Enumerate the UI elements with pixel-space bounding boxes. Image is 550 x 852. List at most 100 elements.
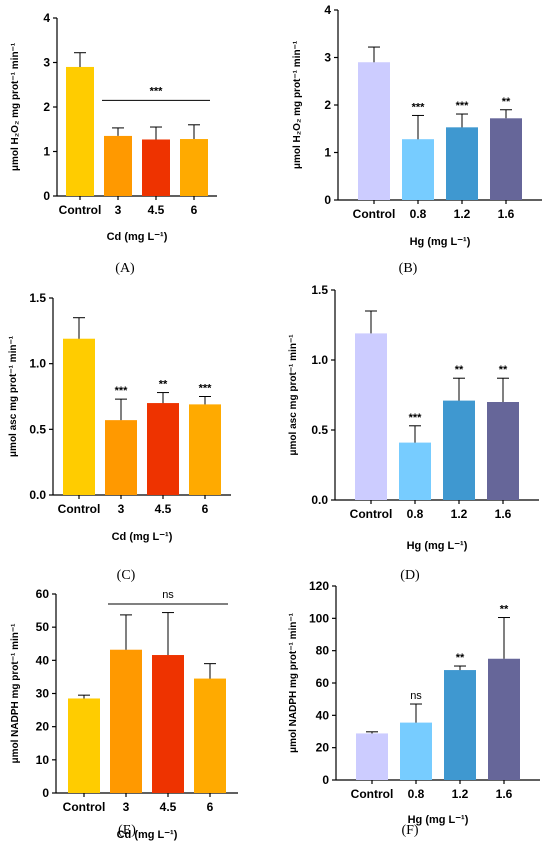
bar bbox=[443, 400, 475, 500]
y-tick-label: 20 bbox=[36, 720, 50, 734]
x-tick-label: 4.5 bbox=[160, 800, 177, 814]
x-tick-label: 3 bbox=[118, 502, 125, 516]
bar bbox=[487, 402, 519, 500]
y-tick-label: 60 bbox=[316, 676, 330, 690]
y-tick-label: 4 bbox=[324, 3, 331, 17]
panel-label: (B) bbox=[399, 261, 418, 276]
bar bbox=[446, 127, 478, 200]
x-axis-label: Cd (mg L⁻¹) bbox=[112, 531, 173, 543]
significance-label: *** bbox=[115, 385, 129, 397]
bar bbox=[358, 62, 390, 200]
bar bbox=[105, 420, 137, 495]
y-tick-label: 0.0 bbox=[29, 488, 46, 502]
bar bbox=[488, 658, 520, 780]
x-tick-label: 0.8 bbox=[407, 507, 424, 521]
panel-label: (F) bbox=[401, 823, 418, 838]
y-tick-label: 10 bbox=[36, 753, 50, 767]
y-axis-label: μmol H₂O₂ mg prot⁻¹ min⁻¹ bbox=[10, 42, 21, 171]
significance-label: ns bbox=[410, 690, 422, 702]
x-tick-label: 3 bbox=[115, 203, 122, 217]
significance-label: ** bbox=[502, 96, 511, 108]
x-tick-label: 4.5 bbox=[148, 203, 165, 217]
bar bbox=[66, 66, 94, 196]
x-tick-label: 3 bbox=[123, 800, 130, 814]
x-tick-label: 6 bbox=[207, 800, 214, 814]
chart-c: 0.0 0.5 1.0 1.5 Control *** 3 ** 4.5 *** 6 μmol asc… bbox=[8, 291, 231, 583]
x-tick-label: Control bbox=[351, 787, 394, 801]
x-axis-label: Hg (mg L⁻¹) bbox=[407, 540, 468, 552]
bar bbox=[356, 733, 388, 780]
x-tick-label: 0.8 bbox=[410, 207, 427, 221]
y-axis-label: μmol H₂O₂ mg prot⁻¹ min⁻¹ bbox=[292, 40, 303, 169]
panel-label: (C) bbox=[117, 568, 136, 583]
y-tick-label: 80 bbox=[316, 644, 330, 658]
bar bbox=[194, 678, 226, 793]
bar bbox=[400, 722, 432, 780]
y-tick-label: 30 bbox=[36, 687, 50, 701]
chart-f: 0 20 40 60 80 100 120 Control ns 0.8 ** 1.2 ** 1.6 μmo… bbox=[288, 579, 540, 838]
x-tick-label: 6 bbox=[191, 203, 198, 217]
y-tick-label: 1 bbox=[324, 146, 331, 160]
y-tick-label: 1.5 bbox=[311, 283, 328, 297]
bar bbox=[142, 139, 170, 196]
y-axis-label: μmol asc mg prot⁻¹ min⁻¹ bbox=[8, 335, 19, 457]
y-tick-label: 2 bbox=[324, 98, 331, 112]
x-tick-label: 6 bbox=[202, 502, 209, 516]
panel-label: (E) bbox=[118, 823, 136, 838]
x-tick-label: Control bbox=[59, 203, 102, 217]
significance-label: *** bbox=[456, 100, 470, 112]
y-tick-label: 40 bbox=[36, 653, 50, 667]
significance-label: ** bbox=[455, 364, 464, 376]
y-tick-label: 60 bbox=[36, 587, 50, 601]
x-tick-label: Control bbox=[58, 502, 101, 516]
y-tick-label: 0 bbox=[43, 189, 50, 203]
significance-label: ** bbox=[159, 379, 168, 391]
panel-label: (A) bbox=[115, 261, 135, 276]
y-tick-label: 0.5 bbox=[29, 422, 46, 436]
y-tick-label: 0.0 bbox=[311, 493, 328, 507]
chart-b: 0 1 2 3 4 Control *** 0.8 *** 1.2 ** 1.6 μmol H₂O₂ m… bbox=[292, 3, 542, 276]
x-tick-label: 1.2 bbox=[451, 507, 468, 521]
bar bbox=[444, 670, 476, 780]
bar bbox=[189, 404, 221, 495]
y-axis-label: μmol asc mg prot⁻¹ min⁻¹ bbox=[288, 334, 299, 456]
chart-d: 0.0 0.5 1.0 1.5 Control *** 0.8 ** 1.2 ** 1.6 μmol … bbox=[288, 283, 539, 583]
y-tick-label: 0 bbox=[324, 193, 331, 207]
bar bbox=[180, 139, 208, 196]
bar bbox=[68, 698, 100, 793]
bar bbox=[490, 118, 522, 200]
x-axis-label: Hg (mg L⁻¹) bbox=[410, 236, 471, 248]
bar bbox=[399, 442, 431, 500]
bar bbox=[152, 655, 184, 793]
y-axis-label: μmol NADPH mg prot⁻¹ min⁻¹ bbox=[288, 612, 299, 753]
significance-label: ** bbox=[456, 652, 465, 664]
panel-label: (D) bbox=[400, 568, 420, 583]
x-tick-label: Control bbox=[63, 800, 106, 814]
y-tick-label: 1.5 bbox=[29, 291, 46, 305]
bar bbox=[104, 135, 132, 196]
significance-label: *** bbox=[199, 383, 213, 395]
x-tick-label: 1.2 bbox=[454, 207, 471, 221]
y-tick-label: 1.0 bbox=[29, 357, 46, 371]
x-axis-label: Hg (mg L⁻¹) bbox=[408, 814, 469, 826]
y-tick-label: 0.5 bbox=[311, 423, 328, 437]
chart-a: 0 1 2 3 4 Control 3 4.5 6 *** μmol H₂O₂ mg prot⁻¹ … bbox=[10, 11, 217, 276]
x-tick-label: 4.5 bbox=[155, 502, 172, 516]
bar bbox=[355, 333, 387, 500]
y-axis-label: μmol NADPH mg prot⁻¹ min⁻¹ bbox=[10, 623, 21, 764]
significance-label: *** bbox=[409, 412, 423, 424]
y-tick-label: 50 bbox=[36, 620, 50, 634]
bar bbox=[147, 403, 179, 495]
x-axis-label: Cd (mg L⁻¹) bbox=[107, 231, 168, 243]
x-tick-label: Control bbox=[350, 507, 393, 521]
x-tick-label: 1.6 bbox=[496, 787, 513, 801]
bar bbox=[63, 338, 95, 495]
y-tick-label: 4 bbox=[43, 11, 50, 25]
x-tick-label: 1.6 bbox=[495, 507, 512, 521]
significance-label: ** bbox=[499, 364, 508, 376]
y-tick-label: 3 bbox=[324, 51, 331, 65]
group-significance-label: *** bbox=[150, 85, 164, 97]
x-tick-label: 1.2 bbox=[452, 787, 469, 801]
significance-label: *** bbox=[412, 101, 426, 113]
